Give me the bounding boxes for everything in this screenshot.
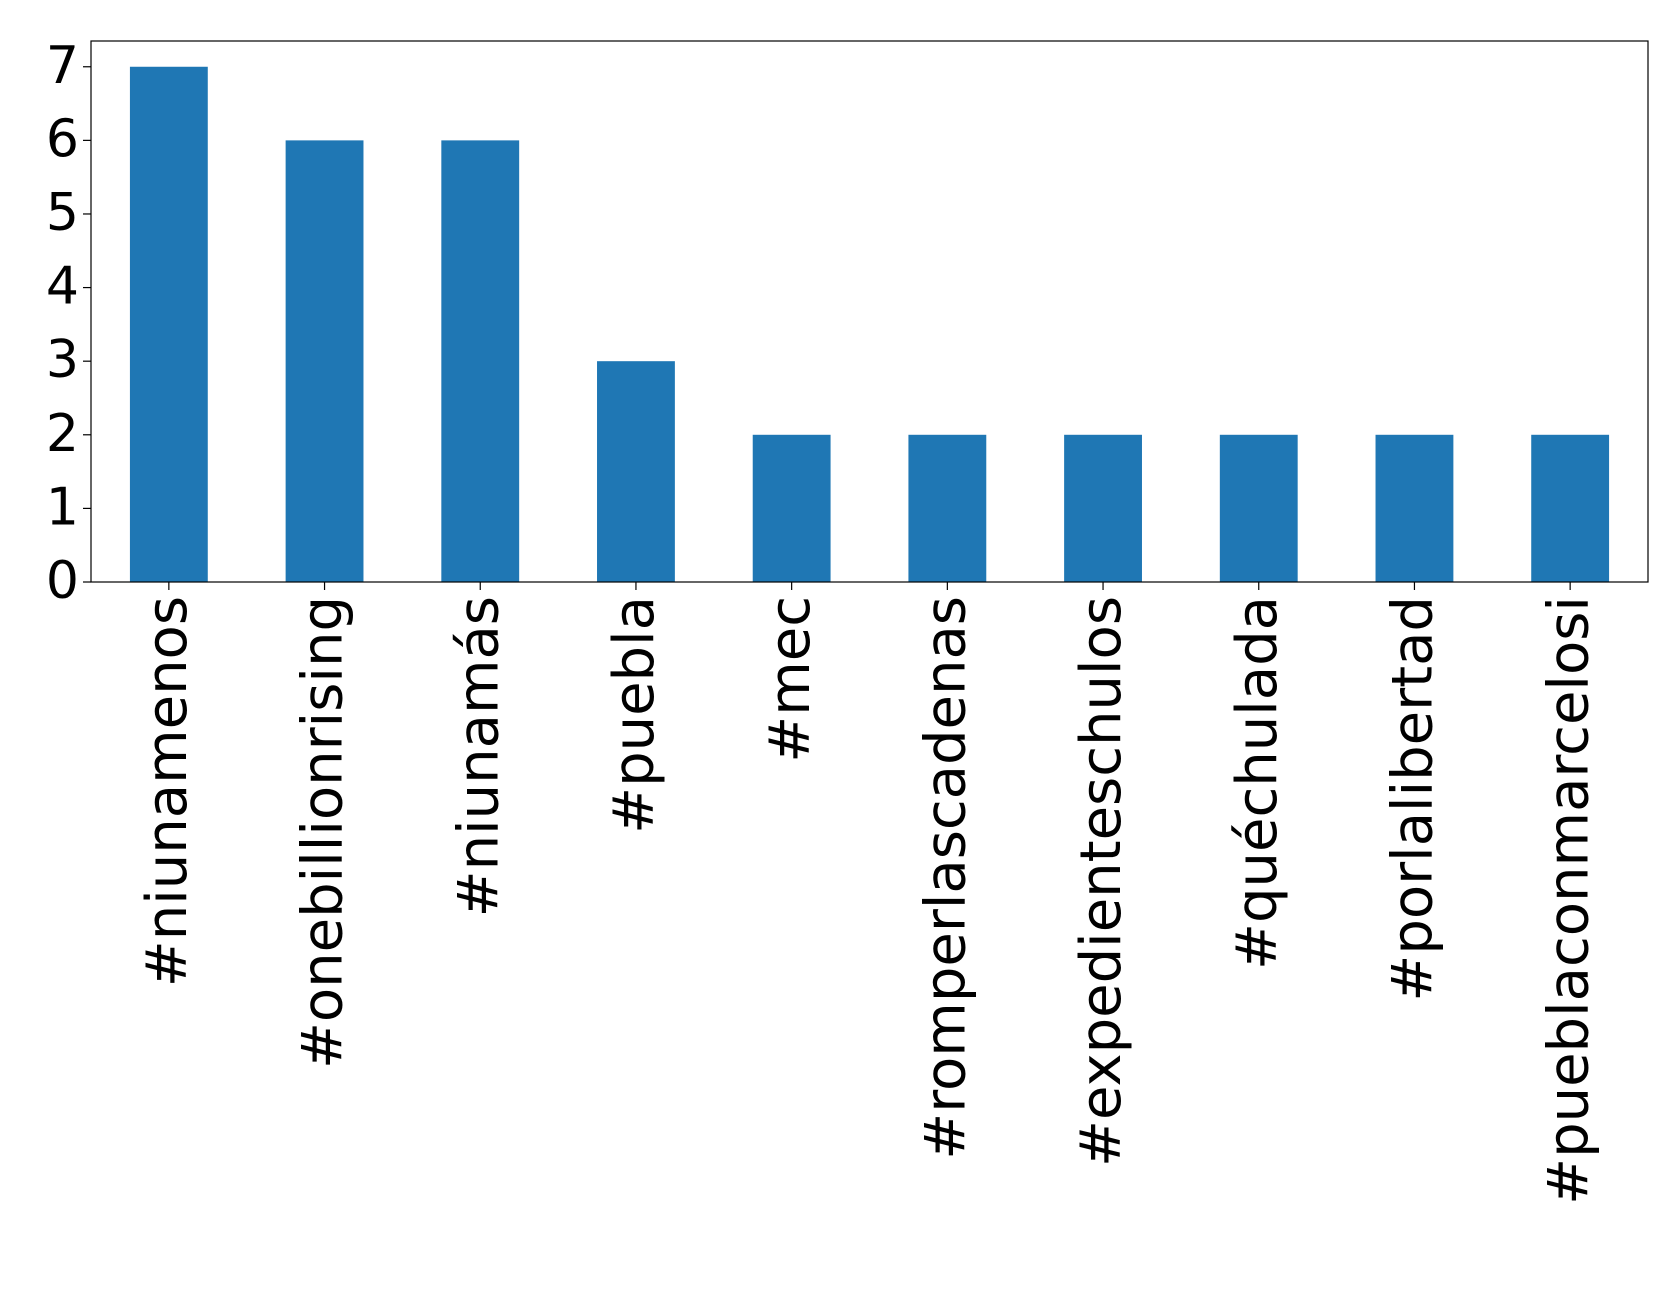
bar — [597, 361, 675, 582]
bar — [1064, 434, 1142, 582]
bar — [908, 434, 987, 582]
x-tick-label: #romperlascadenas — [913, 596, 978, 1160]
y-tick-label: 5 — [46, 183, 79, 243]
plot-frame — [90, 40, 1649, 583]
x-tick-label: #onebillionrising — [291, 596, 356, 1069]
bar — [285, 140, 364, 582]
x-tick-label: #mec — [758, 596, 823, 763]
x-tick-label: #niunamenos — [135, 596, 200, 987]
y-tick-label: 1 — [46, 477, 79, 537]
y-tick-label: 7 — [46, 36, 79, 96]
x-tick-label: #niunamás — [446, 596, 511, 917]
bar — [1375, 434, 1454, 582]
x-tick-label: #pueblaconmarcelosi — [1536, 596, 1601, 1205]
y-tick-label: 6 — [46, 109, 79, 169]
y-tick-label: 3 — [46, 330, 79, 390]
bar — [1219, 434, 1298, 582]
x-tick-label: #puebla — [602, 596, 667, 834]
bar — [441, 140, 520, 582]
y-tick-label: 2 — [46, 404, 79, 464]
y-tick-label: 0 — [46, 551, 79, 611]
y-tick-label: 4 — [46, 257, 79, 317]
bar — [129, 66, 208, 582]
bar — [1531, 434, 1610, 582]
x-tick-label: #expedienteschulos — [1069, 596, 1134, 1167]
bar — [752, 434, 831, 582]
x-tick-label: #quéchulada — [1225, 596, 1290, 970]
x-tick-label: #porlalibertad — [1381, 596, 1446, 1002]
